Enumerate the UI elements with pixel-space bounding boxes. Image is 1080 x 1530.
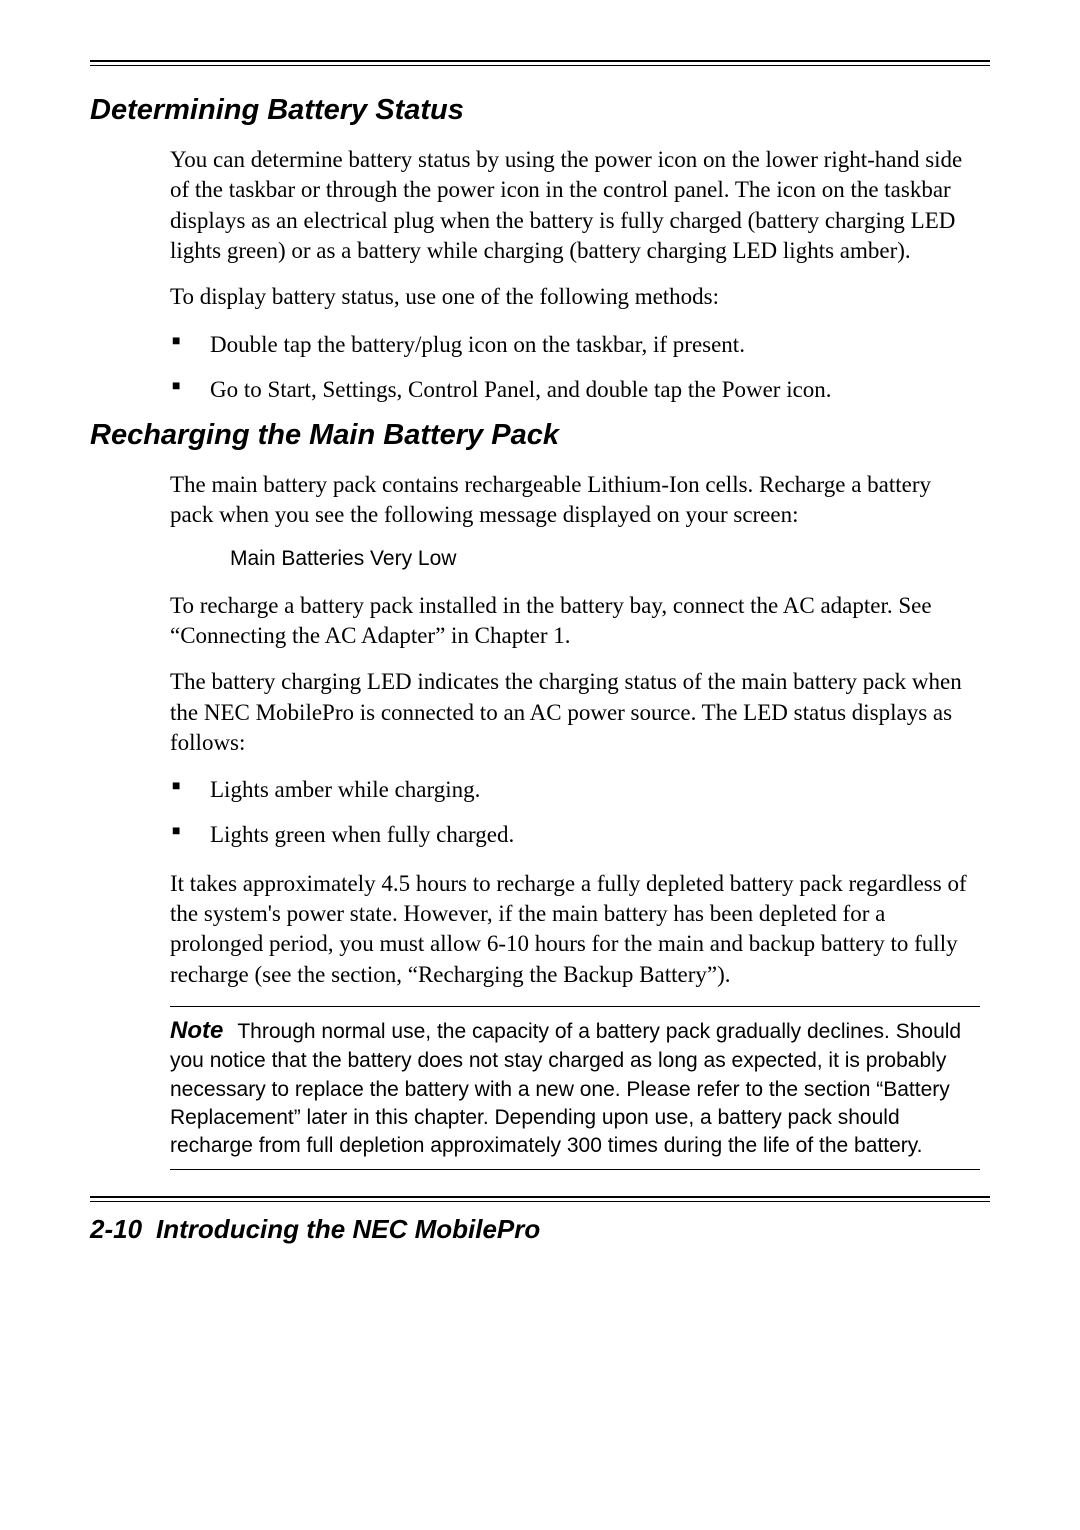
section2-p1: The main battery pack contains rechargea… [170, 470, 980, 531]
note-paragraph: NoteThrough normal use, the capacity of … [170, 1015, 980, 1161]
list-item: Double tap the battery/plug icon on the … [170, 329, 980, 360]
top-rule [90, 60, 990, 66]
section1-body: You can determine battery status by usin… [170, 145, 980, 405]
section2-heading: Recharging the Main Battery Pack [90, 419, 990, 452]
note-top-rule [170, 1006, 980, 1007]
section1-p1: You can determine battery status by usin… [170, 145, 980, 266]
footer-page-number: 2-10 [90, 1214, 142, 1244]
list-item: Go to Start, Settings, Control Panel, an… [170, 374, 980, 405]
note-text: Through normal use, the capacity of a ba… [170, 1020, 961, 1157]
page: Determining Battery Status You can deter… [0, 0, 1080, 1530]
status-message: Main Batteries Very Low [230, 547, 980, 571]
section1-heading: Determining Battery Status [90, 94, 990, 127]
section1-p2: To display battery status, use one of th… [170, 282, 980, 312]
note-label: Note [170, 1017, 223, 1044]
section2-p4: It takes approximately 4.5 hours to rech… [170, 869, 980, 990]
list-item: Lights green when fully charged. [170, 819, 980, 850]
section2-p2: To recharge a battery pack installed in … [170, 591, 980, 652]
section2-body: The main battery pack contains rechargea… [170, 470, 980, 1170]
footer-rule [90, 1196, 990, 1202]
section2-bullets: Lights amber while charging. Lights gree… [170, 774, 980, 850]
section2-p3: The battery charging LED indicates the c… [170, 667, 980, 758]
section1-bullets: Double tap the battery/plug icon on the … [170, 329, 980, 405]
footer-title: Introducing the NEC MobilePro [156, 1214, 540, 1244]
note-bottom-rule [170, 1169, 980, 1170]
list-item: Lights amber while charging. [170, 774, 980, 805]
footer: 2-10 Introducing the NEC MobilePro [90, 1214, 990, 1245]
